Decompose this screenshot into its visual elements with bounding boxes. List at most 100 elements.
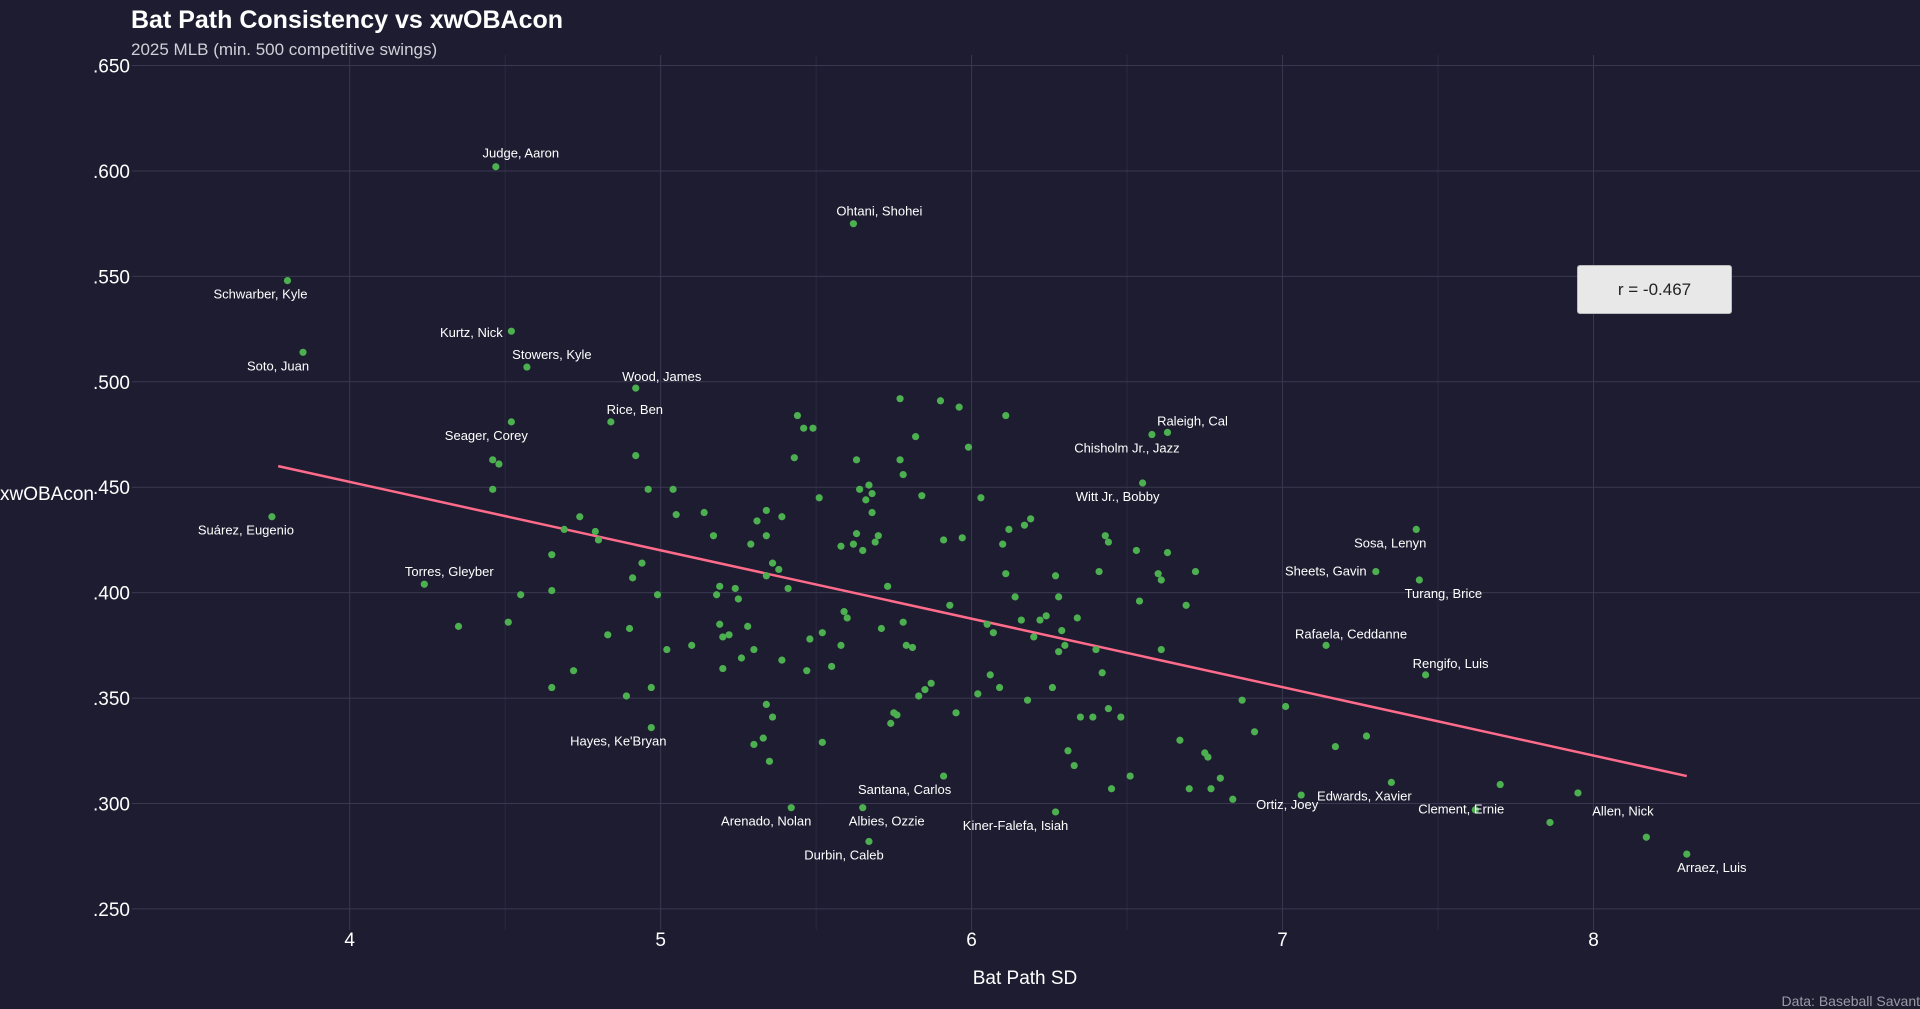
labeled-data-point xyxy=(1387,778,1395,787)
data-point xyxy=(896,395,904,403)
data-point xyxy=(1117,713,1125,721)
data-point xyxy=(744,622,752,630)
data-point xyxy=(548,683,556,692)
data-point xyxy=(709,532,718,540)
data-point xyxy=(849,540,858,548)
data-point xyxy=(1055,593,1063,601)
data-point xyxy=(591,527,599,536)
labeled-data-point xyxy=(268,513,276,521)
data-point xyxy=(952,709,960,717)
data-point xyxy=(716,620,724,628)
data-point xyxy=(865,481,873,489)
data-point xyxy=(1002,570,1010,578)
y-tick-label: .250 xyxy=(93,900,130,921)
data-point xyxy=(955,403,963,411)
y-tick-label: .300 xyxy=(93,794,130,815)
data-point xyxy=(1048,683,1057,692)
labeled-data-point xyxy=(632,384,640,392)
x-tick-label: 4 xyxy=(344,930,355,951)
data-point xyxy=(632,452,640,460)
data-point xyxy=(983,620,991,628)
data-point xyxy=(1020,521,1029,529)
point-label: Witt Jr., Bobby xyxy=(1076,489,1160,504)
data-point xyxy=(828,662,836,671)
y-tick-label: .400 xyxy=(93,584,130,605)
data-point xyxy=(884,582,892,590)
data-point xyxy=(762,700,770,708)
data-point xyxy=(1135,597,1144,605)
data-point xyxy=(874,532,882,540)
trend-line xyxy=(277,464,1688,778)
point-label: Santana, Carlos xyxy=(858,782,952,797)
data-point xyxy=(1238,696,1246,704)
data-point xyxy=(784,584,792,593)
data-point xyxy=(604,631,612,639)
labeled-data-point xyxy=(299,348,307,356)
data-point xyxy=(1229,795,1237,803)
data-point xyxy=(977,494,985,502)
data-point xyxy=(999,540,1007,548)
data-point xyxy=(747,540,755,548)
data-point xyxy=(852,530,861,538)
labeled-data-point xyxy=(1496,780,1504,789)
data-point xyxy=(1101,532,1109,540)
data-point xyxy=(1176,736,1184,744)
data-point xyxy=(1250,728,1259,736)
data-point xyxy=(912,433,920,441)
data-point xyxy=(737,654,746,662)
y-tick-label: .350 xyxy=(93,689,130,710)
data-point xyxy=(921,686,929,694)
data-point xyxy=(759,734,767,742)
y-tick-label: .500 xyxy=(93,373,130,394)
data-point xyxy=(899,618,907,626)
point-label: Schwarber, Kyle xyxy=(214,287,308,302)
data-point xyxy=(806,635,814,643)
point-label: Rafaela, Ceddanne xyxy=(1295,626,1407,641)
labeled-data-point xyxy=(1163,428,1172,437)
point-label: Kurtz, Nick xyxy=(440,325,503,340)
data-point xyxy=(638,559,646,567)
correlation-badge: r = -0.467 xyxy=(1577,265,1732,314)
data-point xyxy=(790,454,798,462)
data-point xyxy=(1104,538,1113,546)
data-point xyxy=(594,536,603,544)
data-point xyxy=(1036,616,1044,624)
data-point xyxy=(712,591,721,599)
data-point xyxy=(1073,614,1081,622)
data-point xyxy=(734,595,742,603)
data-point xyxy=(1005,525,1013,533)
data-point xyxy=(489,485,497,493)
data-point xyxy=(871,538,879,546)
point-label: Sosa, Lenyn xyxy=(1354,535,1426,550)
data-point xyxy=(1076,713,1085,721)
data-point xyxy=(1132,546,1140,555)
point-label: Rice, Ben xyxy=(607,402,663,417)
data-point xyxy=(629,574,637,582)
point-label: Hayes, Ke'Bryan xyxy=(570,734,666,749)
data-point xyxy=(1204,753,1212,761)
data-point xyxy=(809,424,817,432)
labeled-data-point xyxy=(283,277,292,285)
point-label: Albies, Ozzie xyxy=(849,814,925,829)
data-point xyxy=(852,456,861,464)
data-point xyxy=(1030,633,1038,641)
data-point xyxy=(899,470,907,479)
point-label: Durbin, Caleb xyxy=(804,847,884,862)
data-point xyxy=(856,485,864,493)
data-point xyxy=(548,551,556,559)
data-point xyxy=(768,713,777,721)
point-label: Allen, Nick xyxy=(1592,803,1654,818)
labeled-data-point xyxy=(849,220,858,228)
x-tick-label: 6 xyxy=(966,930,977,951)
labeled-data-point xyxy=(1051,808,1060,816)
data-point xyxy=(775,565,783,574)
data-point xyxy=(716,582,724,590)
point-label: Ohtani, Shohei xyxy=(836,204,922,219)
labeled-data-point xyxy=(1415,576,1423,584)
data-point xyxy=(1051,572,1060,580)
point-label: Stowers, Kyle xyxy=(512,347,591,362)
data-point xyxy=(877,624,886,633)
data-point xyxy=(1058,627,1066,635)
labeled-data-point xyxy=(1421,671,1430,679)
